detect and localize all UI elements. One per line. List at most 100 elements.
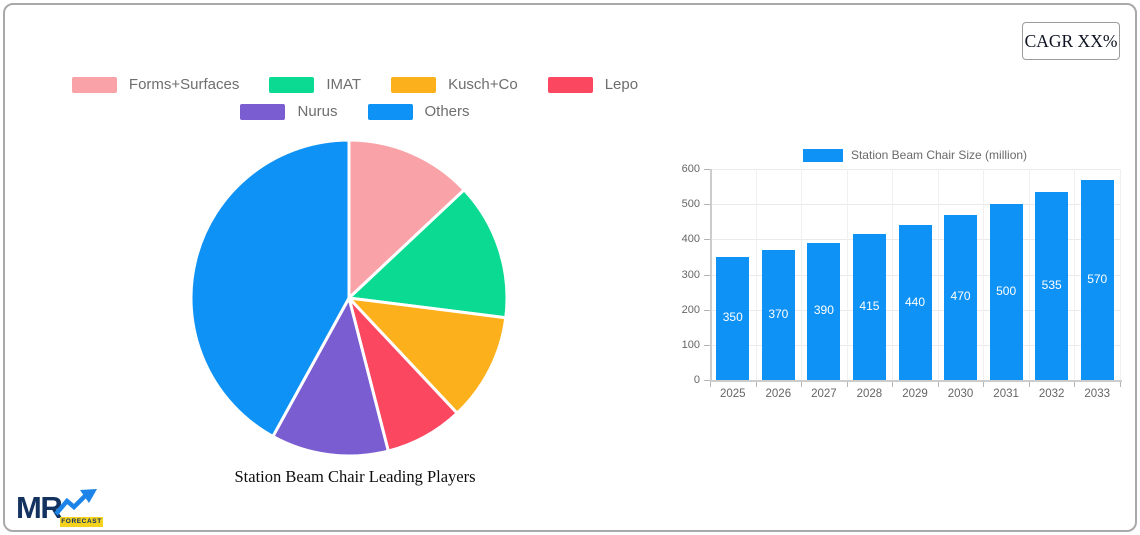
legend-label: Nurus (297, 103, 338, 120)
x-axis-line (710, 380, 1122, 382)
legend-item-kusch-co[interactable]: Kusch+Co (391, 76, 518, 93)
y-axis-label: 100 (681, 338, 700, 351)
y-axis-tick (704, 169, 710, 170)
x-axis-tick (710, 382, 711, 387)
v-gridline (937, 169, 939, 380)
legend-label: Kusch+Co (448, 76, 518, 93)
chart-card: CAGR XX% Forms+Surfaces IMAT Kusch+Co Lepo N… (3, 3, 1137, 532)
bar-value-label: 350 (722, 310, 743, 325)
x-axis-label: 2030 (947, 388, 974, 400)
x-axis-label: 2029 (902, 388, 928, 400)
y-axis-tick (704, 239, 710, 241)
x-axis-tick (892, 382, 894, 387)
pie-slice-others (189, 138, 351, 438)
pie-caption: Station Beam Chair Leading Players (234, 467, 476, 486)
bar-2033 (1080, 179, 1114, 380)
bar-2025 (716, 256, 750, 380)
x-axis-label: 2025 (719, 388, 746, 400)
logo-mr-text: MR (16, 490, 63, 525)
y-axis-tick (704, 204, 710, 206)
bar-legend-swatch (802, 148, 843, 162)
y-axis-label: 0 (693, 374, 700, 386)
legend-item-others[interactable]: Others (367, 103, 470, 120)
y-axis-label: 500 (681, 198, 700, 211)
legend-item-lepo[interactable]: Lepo (547, 76, 639, 93)
v-gridline (1074, 169, 1076, 380)
legend-item-nurus[interactable]: Nurus (240, 103, 338, 120)
trend-arrow-icon (54, 489, 97, 516)
v-gridline (846, 169, 848, 380)
pie-panel: Forms+Surfaces IMAT Kusch+Co Lepo Nurus Other… (5, 5, 705, 530)
x-axis-tick (846, 382, 848, 387)
legend-swatch (547, 76, 593, 93)
bar-legend-item[interactable]: Station Beam Chair Size (million) (710, 148, 1120, 162)
bar-2027 (807, 242, 841, 380)
y-axis-label: 300 (681, 268, 700, 281)
v-gridline (892, 169, 894, 380)
y-axis-label: 600 (681, 163, 700, 175)
bar-value-label: 500 (996, 284, 1017, 299)
legend-swatch (269, 76, 315, 93)
pie-legend: Forms+Surfaces IMAT Kusch+Co Lepo Nurus Other… (5, 76, 705, 120)
x-axis-label: 2026 (765, 388, 792, 400)
x-axis-tick (1120, 382, 1121, 387)
bar-2030 (944, 214, 978, 380)
pie-chart (189, 138, 509, 458)
bar-value-label: 570 (1087, 271, 1108, 286)
pie-slice-forms-surfaces (347, 138, 466, 300)
bar-value-label: 440 (904, 294, 926, 309)
bar-value-label: 535 (1041, 277, 1062, 292)
h-gridline (710, 169, 1120, 170)
y-axis-tick (704, 344, 710, 346)
mrforecast-logo: MR FORECAST (16, 488, 111, 533)
y-axis-line (710, 169, 712, 381)
x-axis-tick (755, 382, 757, 387)
legend-label: Forms+Surfaces (128, 76, 240, 93)
legend-swatch (391, 76, 437, 93)
legend-label: Lepo (604, 76, 639, 93)
legend-swatch (71, 76, 117, 93)
bar-value-label: 370 (768, 306, 789, 321)
legend-item-imat[interactable]: IMAT (269, 76, 361, 93)
bar-2032 (1035, 191, 1069, 380)
bar-chart-panel: Station Beam Chair Size (million) 0 100 20… (660, 140, 1140, 425)
pie-slice-imat (347, 188, 509, 320)
pie-slice-nurus (271, 296, 390, 458)
y-axis-label: 200 (681, 303, 700, 316)
bar-value-label: 390 (813, 303, 834, 318)
legend-swatch (240, 103, 286, 120)
bar-2028 (852, 234, 886, 380)
x-axis-tick (1028, 382, 1030, 387)
x-axis-label: 2027 (811, 388, 837, 400)
bar-value-label: 470 (950, 289, 971, 304)
legend-swatch (367, 103, 413, 120)
v-gridline (801, 169, 803, 380)
v-gridline (755, 169, 757, 380)
y-axis-label: 400 (681, 233, 700, 246)
bar-2029 (898, 225, 932, 380)
y-axis-tick (704, 380, 710, 381)
x-axis-tick (983, 382, 985, 387)
cagr-badge: CAGR XX% (1022, 22, 1120, 60)
legend-label: IMAT (326, 76, 362, 93)
legend-label: Others (424, 103, 470, 120)
h-gridline (710, 204, 1120, 206)
y-axis-tick (704, 274, 710, 276)
x-axis-tick (937, 382, 939, 387)
pie-legend-row: Forms+Surfaces IMAT Kusch+Co Lepo (71, 76, 639, 93)
logo-forecast-badge: FORECAST (60, 517, 103, 527)
v-gridline (983, 169, 985, 380)
x-axis-tick (1074, 382, 1076, 387)
legend-item-forms-surfaces[interactable]: Forms+Surfaces (71, 76, 240, 93)
bar-value-label: 415 (859, 299, 880, 314)
x-axis-label: 2028 (856, 388, 883, 400)
y-axis-tick (704, 309, 710, 311)
bar-legend-label: Station Beam Chair Size (million) (850, 148, 1028, 162)
x-axis-label: 2032 (1038, 388, 1065, 400)
pie-legend-row: Nurus Others (240, 103, 470, 120)
pie-slice-kusch-co (347, 296, 508, 415)
x-axis-label: 2031 (993, 388, 1019, 400)
bar-2031 (989, 204, 1023, 380)
x-axis-tick (801, 382, 803, 387)
bar-2026 (761, 249, 795, 380)
